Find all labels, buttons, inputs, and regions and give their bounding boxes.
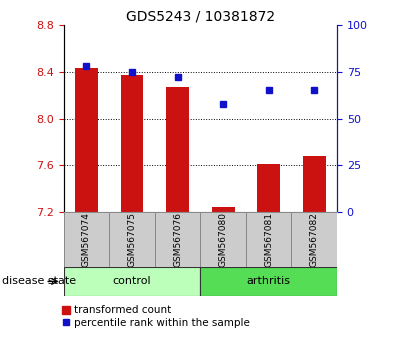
Bar (212, 206, 235, 212)
Bar (155, 212, 201, 267)
Text: GSM567075: GSM567075 (127, 212, 136, 267)
Bar (246, 212, 291, 267)
Text: disease state: disease state (2, 276, 76, 286)
Bar (75, 68, 98, 212)
Bar (166, 87, 189, 212)
Text: control: control (113, 276, 151, 286)
Bar (109, 212, 155, 267)
Bar (257, 164, 280, 212)
Title: GDS5243 / 10381872: GDS5243 / 10381872 (126, 10, 275, 24)
Bar (64, 267, 201, 296)
Bar (64, 212, 109, 267)
Bar (303, 156, 326, 212)
Bar (201, 267, 337, 296)
Bar (291, 212, 337, 267)
Bar (201, 212, 246, 267)
Text: GSM567081: GSM567081 (264, 212, 273, 267)
Text: GSM567076: GSM567076 (173, 212, 182, 267)
Legend: transformed count, percentile rank within the sample: transformed count, percentile rank withi… (61, 304, 251, 329)
Text: arthritis: arthritis (247, 276, 291, 286)
Text: GSM567082: GSM567082 (310, 212, 319, 267)
Bar (121, 75, 143, 212)
Text: GSM567080: GSM567080 (219, 212, 228, 267)
Text: GSM567074: GSM567074 (82, 212, 91, 267)
